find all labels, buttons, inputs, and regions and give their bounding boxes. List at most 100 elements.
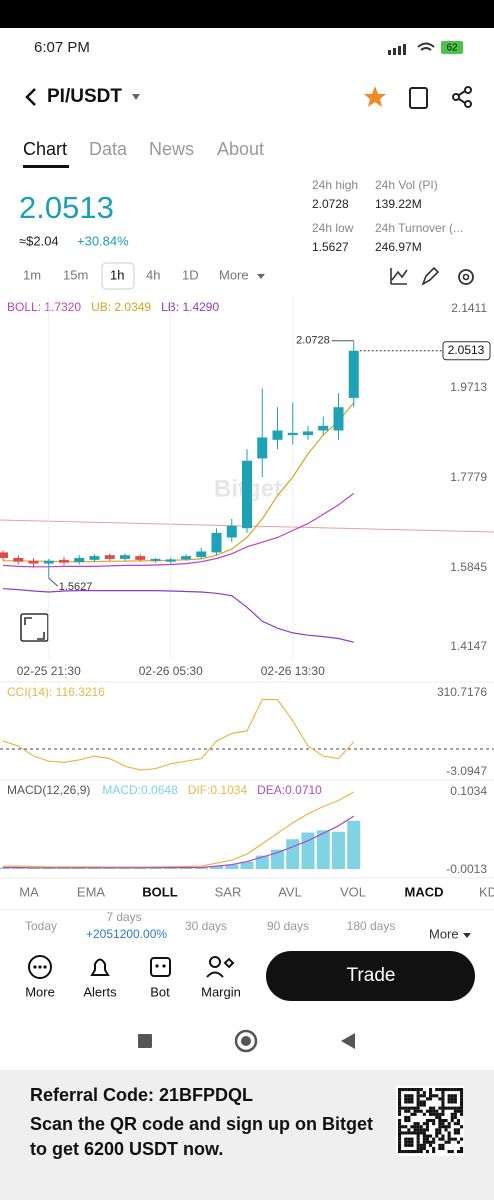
macd-bar xyxy=(194,867,208,870)
qr-cell xyxy=(416,1146,420,1150)
nav-back[interactable] xyxy=(341,1033,355,1049)
stat-label: 24h low xyxy=(312,221,354,235)
indicator-icon[interactable] xyxy=(390,268,408,285)
qr-code xyxy=(396,1086,464,1156)
qr-cell xyxy=(416,1103,420,1107)
tab[interactable]: Chart xyxy=(23,139,67,159)
fullscreen-icon[interactable] xyxy=(24,617,45,640)
indicator-tab[interactable]: KD xyxy=(479,884,494,899)
indicator-tab[interactable]: AVL xyxy=(278,884,302,899)
qr-cell xyxy=(453,1115,457,1119)
interval[interactable]: 4h xyxy=(146,267,160,282)
qr-cell xyxy=(404,1100,408,1104)
qr-cell xyxy=(404,1088,408,1092)
notes-icon[interactable] xyxy=(409,87,428,109)
more-icon[interactable] xyxy=(28,955,52,979)
action-label[interactable]: Bot xyxy=(150,984,170,999)
qr-cell xyxy=(425,1119,429,1123)
qr-cell xyxy=(422,1131,426,1135)
nav-recents[interactable] xyxy=(138,1034,152,1048)
qr-cell xyxy=(444,1125,448,1129)
qr-cell xyxy=(447,1094,451,1098)
indicator-tab[interactable]: BOLL xyxy=(142,884,177,899)
qr-cell xyxy=(410,1140,414,1144)
usd-price: ≈$2.04 xyxy=(19,233,59,248)
qr-cell xyxy=(422,1094,426,1098)
indicator-tab[interactable]: MACD xyxy=(405,884,444,899)
tab[interactable]: About xyxy=(217,139,264,159)
qr-cell xyxy=(401,1088,405,1092)
qr-cell xyxy=(413,1106,417,1110)
more-dropdown[interactable] xyxy=(257,274,265,279)
return-period: 90 days xyxy=(267,919,309,933)
bot-eyes xyxy=(155,964,166,968)
alerts-icon[interactable] xyxy=(90,958,110,976)
qr-cell xyxy=(444,1088,448,1092)
y-tick-label: 310.7176 xyxy=(437,685,487,699)
qr-cell xyxy=(441,1109,445,1113)
qr-cell xyxy=(425,1137,429,1141)
candle-body xyxy=(211,532,222,553)
qr-cell xyxy=(460,1146,464,1150)
indicator-tab[interactable]: MA xyxy=(19,884,39,899)
legend-entry: LB: 1.4290 xyxy=(161,300,219,314)
macd-bar xyxy=(88,868,101,870)
y-tick-label: -0.0013 xyxy=(446,862,487,876)
indicator-tab[interactable]: VOL xyxy=(340,884,366,899)
candle-body xyxy=(120,555,130,559)
qr-cell xyxy=(398,1097,402,1101)
qr-cell xyxy=(447,1140,451,1144)
qr-cell xyxy=(438,1146,442,1150)
action-label[interactable]: More xyxy=(25,984,55,999)
qr-cell xyxy=(435,1112,439,1116)
qr-cell xyxy=(413,1109,417,1113)
interval[interactable]: 1m xyxy=(23,267,41,282)
qr-cell xyxy=(416,1106,420,1110)
nav-home[interactable] xyxy=(234,1029,258,1053)
indicator-line xyxy=(2,492,355,568)
action-label[interactable]: Margin xyxy=(201,984,241,999)
interval[interactable]: More xyxy=(219,267,249,282)
action-label[interactable]: Alerts xyxy=(83,984,117,999)
back-button[interactable] xyxy=(25,88,36,106)
qr-cell xyxy=(407,1128,411,1132)
return-period: Today xyxy=(25,919,57,933)
qr-cell xyxy=(456,1122,460,1126)
interval[interactable]: 1D xyxy=(182,267,199,282)
returns-more-dropdown[interactable] xyxy=(463,933,471,938)
battery-icon xyxy=(441,41,463,54)
interval[interactable]: 1h xyxy=(110,267,124,282)
margin-icon-body xyxy=(206,957,235,978)
candle-body xyxy=(28,560,39,564)
indicator-tab[interactable]: SAR xyxy=(215,884,242,899)
share-icon[interactable] xyxy=(452,86,472,108)
fullscreen-frame[interactable] xyxy=(20,613,49,642)
tab[interactable]: News xyxy=(149,139,194,159)
qr-cell xyxy=(416,1100,420,1104)
returns-more[interactable]: More xyxy=(429,926,459,941)
macd-bar xyxy=(179,867,193,870)
legend-entry: DEA:0.0710 xyxy=(257,783,322,797)
qr-cell xyxy=(410,1137,414,1141)
interval[interactable]: 15m xyxy=(63,267,88,282)
draw-icon[interactable] xyxy=(421,266,440,286)
qr-cell xyxy=(407,1094,411,1098)
margin-icon[interactable] xyxy=(209,956,221,968)
tab-underline xyxy=(23,165,69,168)
qr-cell xyxy=(410,1143,414,1147)
favorite-star[interactable] xyxy=(364,86,386,107)
qr-cell xyxy=(460,1125,464,1129)
pair-dropdown[interactable] xyxy=(132,94,140,100)
x-tick-label: 02-26 05:30 xyxy=(139,664,203,678)
qr-cell xyxy=(410,1088,414,1092)
trade-label[interactable]: Trade xyxy=(347,965,396,986)
qr-cell xyxy=(432,1106,436,1110)
y-tick-label: 1.5845 xyxy=(450,560,487,574)
trade-button[interactable] xyxy=(266,951,475,1001)
y-tick-label: 2.1411 xyxy=(451,301,487,315)
settings-icon[interactable] xyxy=(458,269,474,285)
bot-icon[interactable] xyxy=(150,957,171,977)
qr-cell xyxy=(419,1094,423,1098)
indicator-tab[interactable]: EMA xyxy=(77,884,106,899)
tab[interactable]: Data xyxy=(89,139,128,159)
